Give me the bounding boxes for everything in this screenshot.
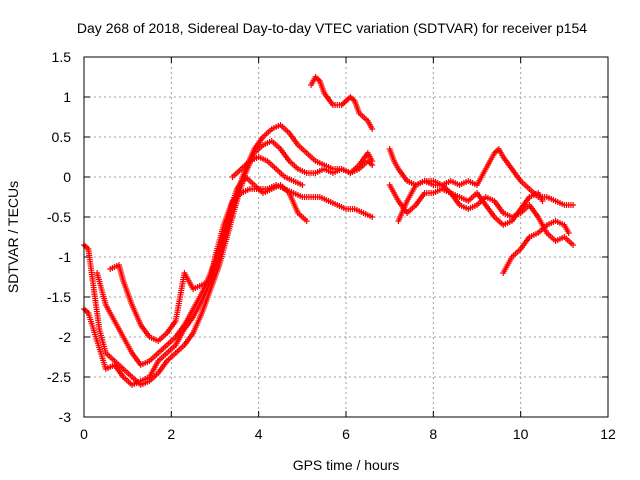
y-axis-tick-labels: -3 -2.5 -2 -1.5 -1 -0.5 0 0.5 1 1.5 [47,49,71,425]
chart-title: Day 268 of 2018, Sidereal Day-to-day VTE… [77,20,587,36]
y-tick-label: -0.5 [47,209,71,225]
y-tick-label: -2.5 [47,369,71,385]
x-tick-label: 12 [600,426,616,442]
series-track-6 [308,74,376,132]
x-tick-label: 4 [255,426,263,442]
data-point [299,182,306,188]
x-tick-label: 6 [342,426,350,442]
y-tick-label: -3 [59,409,72,425]
x-tick-label: 10 [513,426,529,442]
data-point [539,198,546,204]
data-point [369,126,376,132]
x-tick-label: 0 [80,426,88,442]
y-tick-label: 1.5 [52,49,72,65]
y-tick-label: -1 [59,249,72,265]
x-axis-tick-labels: 0 2 4 6 8 10 12 [80,426,616,442]
y-tick-label: -1.5 [47,289,71,305]
data-point [369,214,376,220]
series-track-10 [500,218,572,276]
plot-frame [83,56,609,418]
y-tick-label: 0.5 [52,129,72,145]
data-point [570,242,577,248]
data-point [570,202,577,208]
data-points [81,74,577,388]
series-track-5 [229,154,306,188]
series-track-2 [81,122,376,388]
y-tick-label: -2 [59,329,72,345]
data-point [565,230,572,236]
series-track-1 [81,138,376,388]
series-track-9 [395,178,577,248]
series-track-3 [94,174,310,368]
data-point [303,218,310,224]
y-tick-label: 0 [63,169,71,185]
data-point [369,162,376,168]
x-tick-label: 8 [429,426,437,442]
y-tick-label: 1 [63,89,71,105]
x-tick-label: 2 [167,426,175,442]
y-axis-label: SDTVAR / TECUs [5,181,21,293]
x-axis-label: GPS time / hours [293,457,400,473]
series-track-4 [107,182,376,344]
